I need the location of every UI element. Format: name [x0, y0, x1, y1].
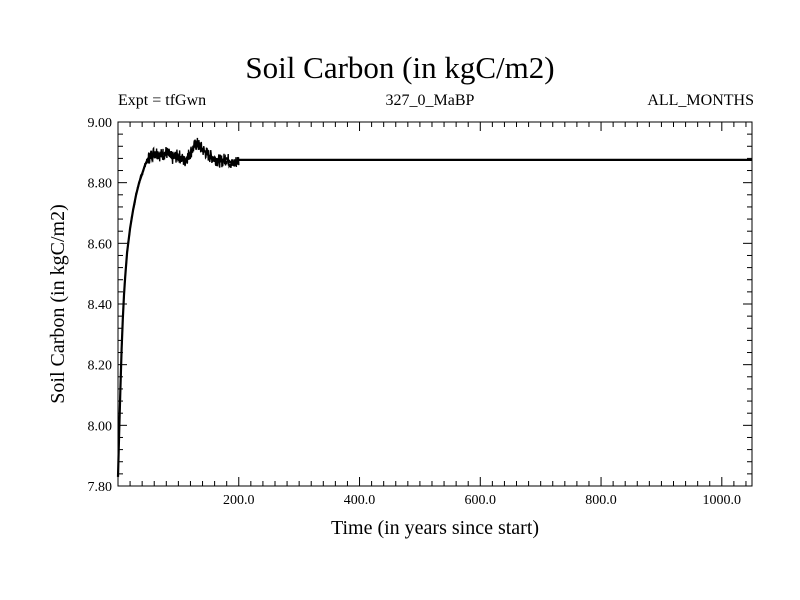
chart-title: Soil Carbon (in kgC/m2) [245, 50, 555, 85]
y-tick-label: 8.80 [88, 177, 113, 192]
x-tick-label: 800.0 [585, 493, 617, 508]
x-tick-label: 600.0 [465, 493, 497, 508]
x-tick-label: 1000.0 [703, 493, 742, 508]
y-tick-label: 7.80 [88, 480, 113, 495]
y-tick-label: 8.60 [88, 237, 113, 252]
series-line-soil-carbon [116, 141, 752, 477]
y-tick-label: 8.20 [88, 359, 113, 374]
y-axis-label: Soil Carbon (in kgC/m2) [47, 204, 69, 403]
y-tick-label: 8.00 [88, 419, 113, 434]
plot-frame [117, 121, 753, 487]
x-axis-label: Time (in years since start) [331, 517, 539, 539]
y-tick-label: 8.40 [88, 298, 113, 313]
period-label: 327_0_MaBP [385, 92, 475, 109]
series-noise-soil-carbon [117, 137, 240, 477]
months-label: ALL_MONTHS [647, 92, 754, 109]
y-tick-label: 9.00 [88, 116, 113, 131]
x-tick-label: 200.0 [223, 493, 255, 508]
experiment-label: Expt = tfGwn [118, 92, 207, 109]
x-tick-label: 400.0 [344, 493, 376, 508]
